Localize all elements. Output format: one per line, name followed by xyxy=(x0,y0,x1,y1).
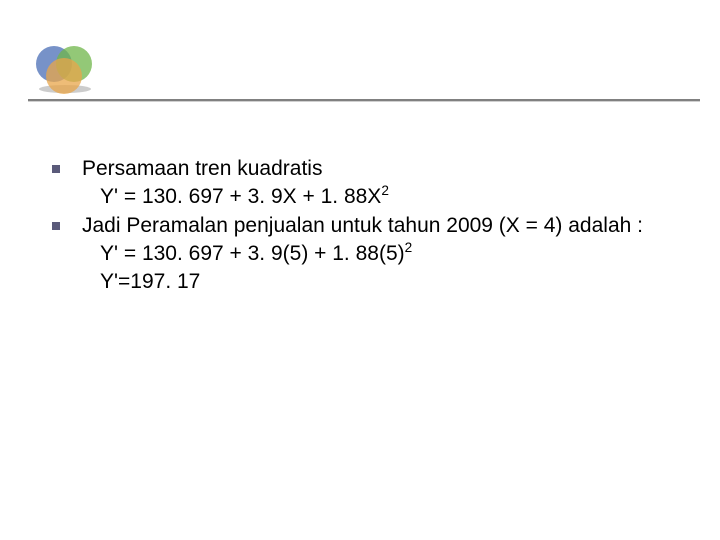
indented-block: Y' = 130. 697 + 3. 9X + 1. 88X2 xyxy=(82,183,680,211)
indented-block: Y' = 130. 697 + 3. 9(5) + 1. 88(5)2 Y'=1… xyxy=(82,240,680,297)
equation-line: Y' = 130. 697 + 3. 9(5) + 1. 88(5)2 xyxy=(100,240,680,268)
square-bullet-icon xyxy=(52,222,60,230)
item-text: Jadi Peramalan penjualan untuk tahun 200… xyxy=(82,212,643,240)
list-item: Persamaan tren kuadratis xyxy=(52,155,680,183)
equation-line: Y'=197. 17 xyxy=(100,268,680,296)
header-divider xyxy=(28,99,700,102)
slide-content: Persamaan tren kuadratis Y' = 130. 697 +… xyxy=(0,105,720,297)
lead-text: Persamaan tren kuadratis xyxy=(82,157,322,180)
square-bullet-icon xyxy=(52,165,60,173)
list-item: Jadi Peramalan penjualan untuk tahun 200… xyxy=(52,212,680,240)
equation-line: Y' = 130. 697 + 3. 9X + 1. 88X2 xyxy=(100,183,680,211)
lead-text: Jadi Peramalan penjualan untuk tahun 200… xyxy=(82,214,643,237)
slide-header xyxy=(0,0,720,105)
venn-logo-icon xyxy=(30,42,100,98)
item-text: Persamaan tren kuadratis xyxy=(82,155,322,183)
